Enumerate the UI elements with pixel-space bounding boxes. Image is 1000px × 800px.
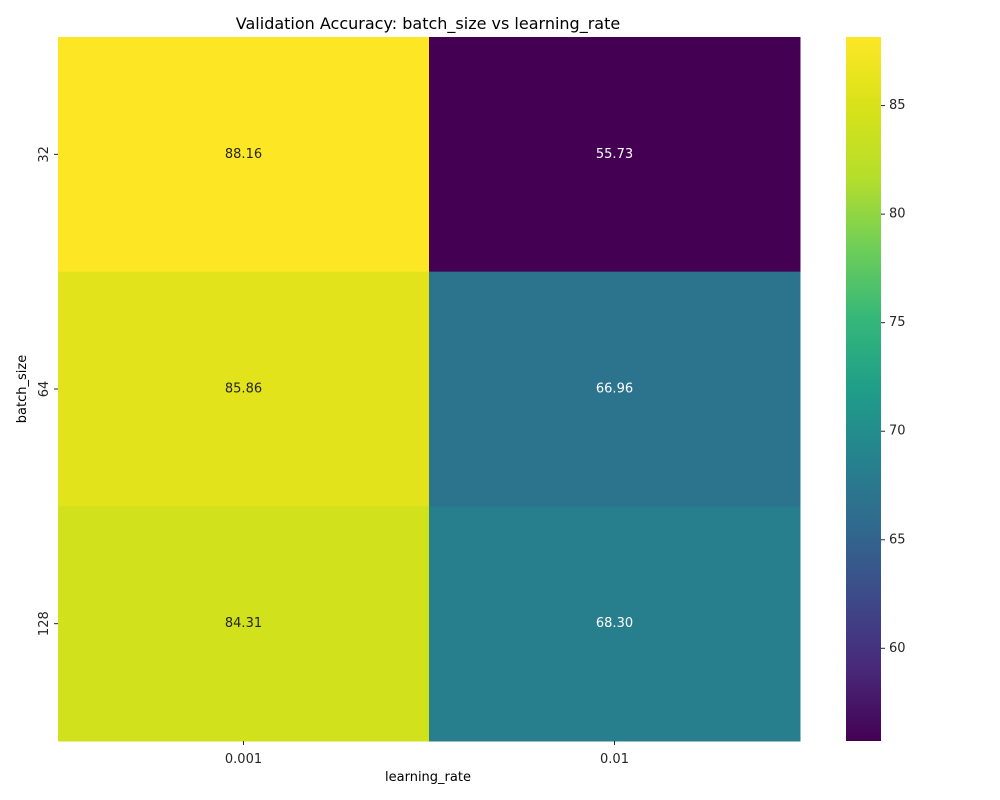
cell-value-label: 84.31: [225, 616, 262, 631]
colorbar-ticks: 60 65 70 75 80 85: [881, 98, 906, 656]
colorbar-tick-label: 85: [889, 98, 906, 113]
heatmap-cells: [58, 37, 801, 742]
y-tick-label: 128: [37, 611, 52, 636]
cell-value-label: 68.30: [596, 616, 633, 631]
cell-value-label: 85.86: [225, 382, 262, 397]
x-tick-label: 0.001: [225, 752, 262, 767]
cell-value-label: 66.96: [596, 382, 633, 397]
x-axis-label: learning_rate: [385, 770, 471, 785]
heatmap-cell: [429, 506, 801, 742]
y-tick-label: 32: [37, 146, 52, 163]
y-tick-label: 64: [37, 381, 52, 398]
heatmap-cell: [58, 271, 430, 507]
cell-annotations: 88.16 55.73 85.86 66.96 84.31 68.30: [225, 147, 633, 631]
y-axis-ticks: 32 64 128: [37, 146, 58, 636]
colorbar: [846, 37, 881, 741]
heatmap-cell: [429, 271, 801, 507]
heatmap-cell: [58, 37, 430, 273]
heatmap-cell: [429, 37, 801, 273]
y-axis-label: batch_size: [15, 355, 30, 423]
colorbar-tick-label: 60: [889, 641, 906, 656]
cell-value-label: 88.16: [225, 147, 262, 162]
colorbar-tick-label: 75: [889, 315, 906, 330]
heatmap-cell: [58, 506, 430, 742]
x-axis-ticks: 0.001 0.01: [225, 741, 629, 767]
colorbar-tick-label: 70: [889, 424, 906, 439]
chart-title: Validation Accuracy: batch_size vs learn…: [236, 14, 620, 34]
colorbar-tick-label: 65: [889, 532, 906, 547]
colorbar-tick-label: 80: [889, 207, 906, 222]
x-tick-label: 0.01: [600, 752, 629, 767]
cell-value-label: 55.73: [596, 147, 633, 162]
